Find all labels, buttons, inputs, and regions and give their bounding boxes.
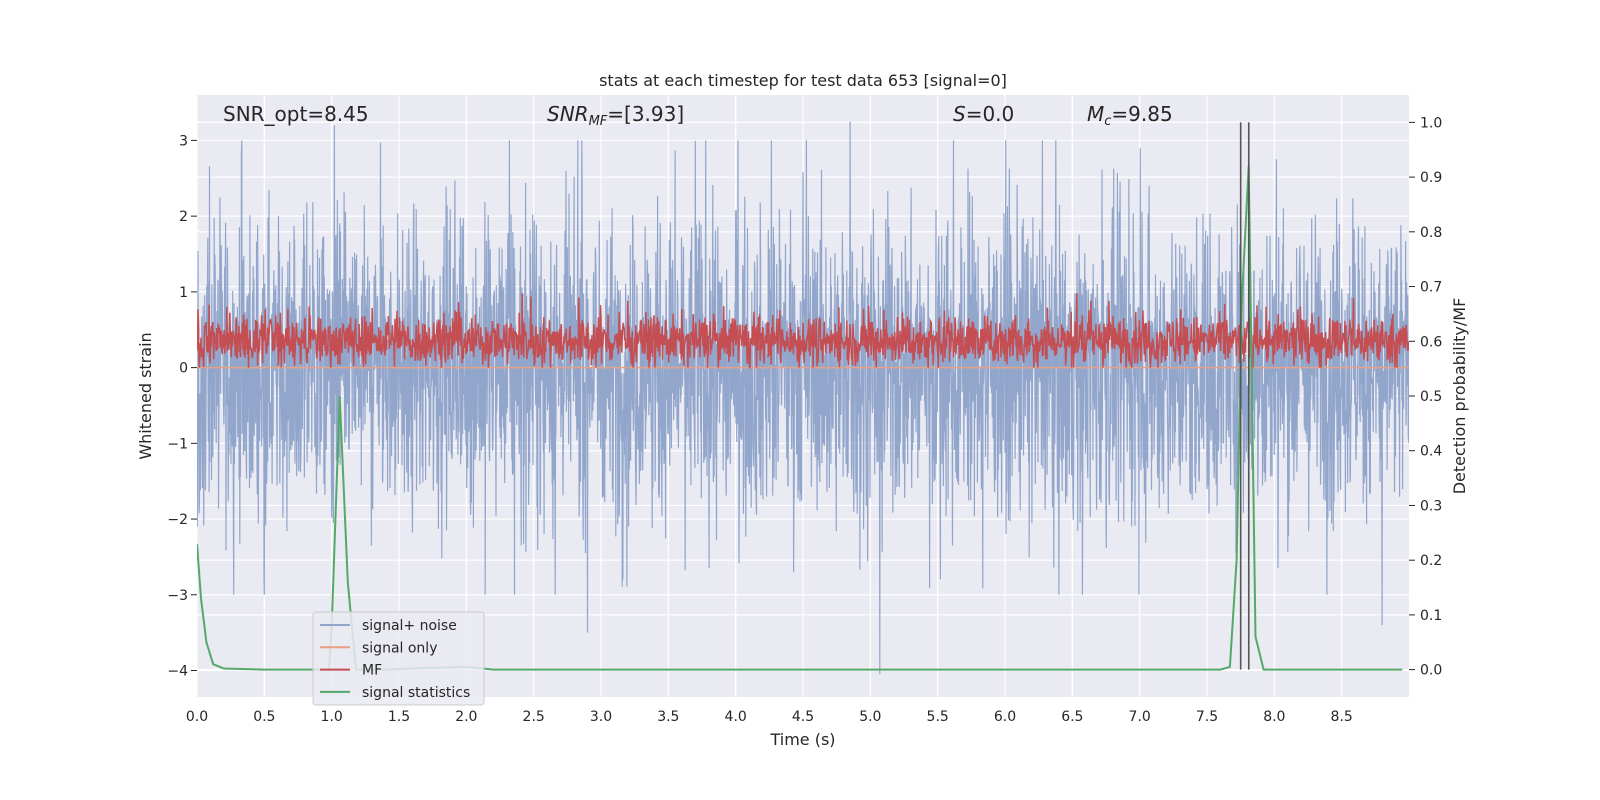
y-tick-label: 3 — [179, 133, 188, 149]
x-tick-label: 7.0 — [1129, 709, 1151, 725]
y-axis-right-label: Detection probability/MF — [1450, 298, 1469, 495]
x-tick-label: 1.0 — [321, 709, 343, 725]
y-right-tick-label: 0.8 — [1420, 225, 1442, 241]
x-tick-label: 4.0 — [725, 709, 747, 725]
y-tick-label: −1 — [167, 436, 188, 452]
y-right-tick-label: 0.0 — [1420, 663, 1442, 679]
y-axis-label: Whitened strain — [136, 332, 155, 459]
x-axis-label: Time (s) — [769, 730, 835, 749]
legend-label: signal+ noise — [362, 618, 457, 634]
x-tick-label: 5.0 — [859, 709, 881, 725]
annotation-mc: Mc=9.85 — [1087, 102, 1173, 129]
annotation-snr-opt: SNR_opt=8.45 — [223, 102, 369, 126]
y-tick-label: 2 — [179, 209, 188, 225]
legend-label: signal only — [362, 640, 437, 656]
x-tick-label: 0.0 — [186, 709, 208, 725]
y-tick-label: −3 — [167, 588, 188, 604]
x-tick-label: 1.5 — [388, 709, 410, 725]
y-axis-ticks: 3 2 1 0 −1 −2 −3 −4 — [167, 133, 197, 679]
x-tick-label: 5.5 — [927, 709, 949, 725]
y-right-tick-label: 0.7 — [1420, 280, 1442, 296]
y-tick-label: 1 — [179, 285, 188, 301]
legend-frame — [312, 611, 485, 706]
y-right-tick-label: 0.5 — [1420, 389, 1442, 405]
x-tick-label: 4.5 — [792, 709, 814, 725]
legend-label: MF — [362, 663, 382, 679]
y-right-tick-label: 0.3 — [1420, 498, 1442, 514]
s-value: =0.0 — [966, 102, 1015, 126]
y-right-tick-label: 0.6 — [1420, 334, 1442, 350]
x-tick-label: 3.0 — [590, 709, 612, 725]
x-tick-label: 3.5 — [657, 709, 679, 725]
x-tick-label: 6.5 — [1061, 709, 1083, 725]
legend: signal+ noise signal only MF signal statist… — [312, 611, 485, 706]
x-axis-ticks: 0.0 0.5 1.0 1.5 2.0 2.5 3.0 3.5 4.0 4.5 5.0 5.5 6.0 6… — [186, 709, 1353, 725]
y-axis-right-ticks: 1.0 0.9 0.8 0.7 0.6 0.5 0.4 0.3 0.2 0.1 0.0 — [1409, 115, 1442, 679]
y-right-tick-label: 0.9 — [1420, 170, 1442, 186]
snr-mf-sub: MF — [589, 114, 608, 129]
y-tick-label: 0 — [179, 361, 188, 377]
y-tick-label: −4 — [167, 663, 188, 679]
annotation-snr-mf: SNRMF=[3.93] — [547, 102, 684, 129]
y-right-tick-label: 0.1 — [1420, 608, 1442, 624]
x-tick-label: 8.0 — [1263, 709, 1285, 725]
y-right-tick-label: 0.4 — [1420, 444, 1442, 460]
snr-mf-base: SNR — [547, 102, 589, 126]
mc-sub: c — [1104, 114, 1111, 129]
series-signal-noise — [197, 121, 1409, 675]
x-tick-label: 8.5 — [1331, 709, 1353, 725]
x-tick-label: 6.0 — [994, 709, 1016, 725]
legend-label: signal statistics — [362, 685, 470, 701]
x-tick-label: 2.0 — [455, 709, 477, 725]
y-tick-label: −2 — [167, 512, 188, 528]
snr-mf-value: =[3.93] — [607, 102, 684, 126]
mc-value: =9.85 — [1111, 102, 1172, 126]
y-right-tick-label: 0.2 — [1420, 553, 1442, 569]
x-tick-label: 7.5 — [1196, 709, 1218, 725]
mc-symbol: M — [1087, 102, 1104, 126]
annotation-s: S=0.0 — [953, 102, 1014, 126]
s-symbol: S — [953, 102, 966, 126]
y-right-tick-label: 1.0 — [1420, 115, 1442, 131]
chart-title: stats at each timestep for test data 653… — [599, 71, 1007, 90]
series-mf — [197, 293, 1409, 369]
x-tick-label: 2.5 — [523, 709, 545, 725]
x-tick-label: 0.5 — [253, 709, 275, 725]
